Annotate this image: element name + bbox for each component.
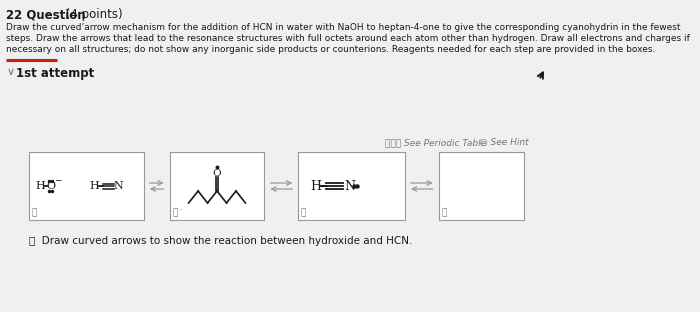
Bar — [298, 152, 405, 220]
Text: ○ See Hint: ○ See Hint — [473, 138, 528, 147]
Text: ⓘ: ⓘ — [301, 208, 306, 217]
Text: H: H — [310, 179, 321, 193]
Text: ∨: ∨ — [6, 67, 15, 77]
Text: H: H — [36, 181, 45, 191]
Text: (4 points): (4 points) — [62, 8, 123, 21]
Bar — [169, 152, 265, 220]
Text: 22 Question: 22 Question — [6, 8, 86, 21]
Bar — [439, 152, 524, 220]
Text: 1st attempt: 1st attempt — [16, 67, 94, 80]
Text: steps. Draw the arrows that lead to the resonance structures with full octets ar: steps. Draw the arrows that lead to the … — [6, 34, 690, 43]
Text: H: H — [90, 181, 99, 191]
Text: ⓘ: ⓘ — [172, 208, 177, 217]
Text: ⁻: ⁻ — [178, 206, 183, 215]
Text: N: N — [344, 179, 355, 193]
Text: ⓘ  Draw curved arrows to show the reaction between hydroxide and HCN.: ⓘ Draw curved arrows to show the reactio… — [29, 236, 412, 246]
Text: Draw the curved’arrow mechanism for the addition of HCN in water with NaOH to he: Draw the curved’arrow mechanism for the … — [6, 23, 681, 32]
Bar — [29, 152, 143, 220]
Text: O: O — [213, 168, 221, 178]
Text: N: N — [113, 181, 123, 191]
Text: −: − — [55, 175, 62, 184]
Text: ⓘ: ⓘ — [32, 208, 37, 217]
Text: O: O — [46, 181, 55, 191]
Text: ⓘ: ⓘ — [441, 208, 447, 217]
Text: ⧳⧳⧳ See Periodic Table: ⧳⧳⧳ See Periodic Table — [385, 138, 486, 147]
Text: necessary on all structures; do not show any inorganic side products or counteri: necessary on all structures; do not show… — [6, 45, 656, 54]
